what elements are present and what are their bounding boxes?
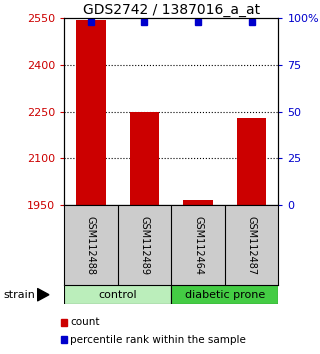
Bar xyxy=(61,319,67,326)
Bar xyxy=(130,112,159,205)
Bar xyxy=(171,285,278,304)
Bar xyxy=(64,285,171,304)
Bar xyxy=(76,20,106,205)
Bar xyxy=(183,200,213,205)
Text: count: count xyxy=(70,317,100,327)
Text: diabetic prone: diabetic prone xyxy=(185,290,265,300)
Polygon shape xyxy=(37,289,49,301)
Text: GSM112487: GSM112487 xyxy=(247,216,257,275)
Title: GDS2742 / 1387016_a_at: GDS2742 / 1387016_a_at xyxy=(83,3,260,17)
Text: strain: strain xyxy=(3,290,35,300)
Text: control: control xyxy=(98,290,137,300)
Text: GSM112464: GSM112464 xyxy=(193,216,203,275)
Text: GSM112489: GSM112489 xyxy=(140,216,149,275)
Bar xyxy=(61,336,67,343)
Bar xyxy=(237,118,266,205)
Text: percentile rank within the sample: percentile rank within the sample xyxy=(70,335,246,345)
Text: GSM112488: GSM112488 xyxy=(86,216,96,275)
